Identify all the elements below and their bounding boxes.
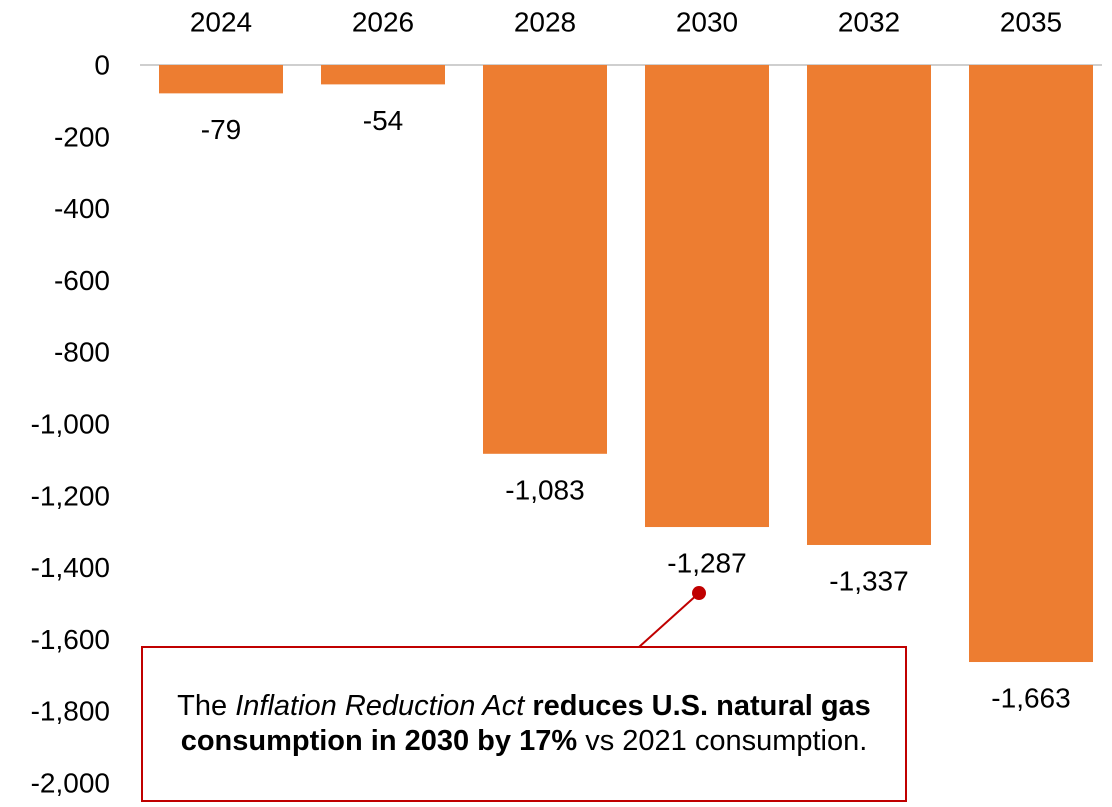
bar-value-label: -54 [363,105,403,136]
category-label: 2024 [190,7,252,38]
y-tick-label: -1,000 [31,409,110,440]
y-tick-label: -600 [54,265,110,296]
bar-value-label: -1,337 [829,565,908,596]
category-label: 2026 [352,7,414,38]
y-tick-label: 0 [94,50,110,81]
bar-value-labels: -79 -54 -1,083 -1,287 -1,337 -1,663 [201,105,1071,714]
y-tick-label: -2,000 [31,768,110,799]
annotation-text-plain-1: The [177,689,236,722]
bar [807,65,931,545]
category-label: 2028 [514,7,576,38]
bar [645,65,769,528]
y-tick-label: -200 [54,121,110,152]
category-label: 2032 [838,7,900,38]
y-tick-label: -1,400 [31,552,110,583]
y-axis-tick-labels: 0 -200 -400 -600 -800 -1,000 -1,200 -1,400 -1,60… [31,50,110,799]
bar [159,65,283,94]
annotation-act-name: Inflation Reduction Act [235,689,525,722]
bar-value-label: -1,663 [991,683,1070,714]
bar [969,65,1093,663]
bar [483,65,607,454]
callout-leader-line [638,592,700,648]
y-tick-label: -1,600 [31,624,110,655]
bar-value-label: -1,287 [667,548,746,579]
annotation-emphasis: reduces U.S. natural gas consumption in … [180,689,871,757]
bar-series [159,65,1093,663]
annotation-text-plain-3: vs 2021 consumption. [577,725,868,757]
category-label: 2035 [1000,7,1062,38]
bar-value-label: -1,083 [505,474,584,505]
y-tick-label: -1,800 [31,696,110,727]
category-label: 2030 [676,7,738,38]
annotation-text: The Inflation Reduction Act reduces U.S.… [161,689,887,760]
y-tick-label: -400 [54,193,110,224]
bar-value-label: -79 [201,114,241,145]
y-tick-label: -800 [54,337,110,368]
annotation-callout: The Inflation Reduction Act reduces U.S.… [141,646,907,802]
y-tick-label: -1,200 [31,480,110,511]
x-axis-category-labels: 2024 2026 2028 2030 2032 2035 [190,7,1062,38]
callout-marker-dot [692,586,706,601]
bar [321,65,445,85]
